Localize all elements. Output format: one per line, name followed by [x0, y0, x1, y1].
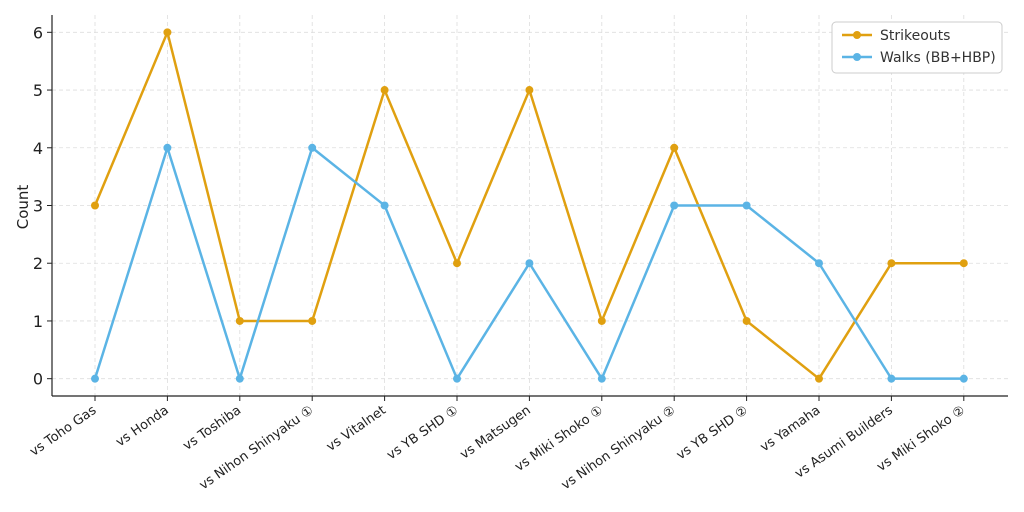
x-tick-label: vs Honda: [113, 403, 171, 450]
legend-box: [831, 21, 1003, 74]
data-point: [959, 374, 968, 383]
data-point: [887, 374, 896, 383]
data-point: [815, 374, 823, 383]
y-tick-label: 2: [33, 254, 43, 273]
x-tick-label: vs Vitalnet: [324, 403, 389, 455]
x-tick-label: vs Matsugen: [458, 403, 534, 463]
data-point: [453, 374, 461, 383]
data-point: [887, 259, 896, 268]
x-tick-label: vs YB SHD ②: [674, 403, 751, 463]
y-ticks: 0 1 2 3 4 5 6: [33, 23, 52, 389]
y-tick-label: 1: [33, 312, 43, 331]
series-layer: [91, 28, 968, 383]
data-point: [308, 143, 317, 152]
data-point: [597, 316, 606, 325]
data-point: [380, 86, 389, 95]
data-point: [670, 143, 679, 152]
legend-marker-walks: [853, 53, 861, 61]
x-tick-label: vs Toshiba: [180, 403, 244, 454]
data-point: [453, 259, 461, 268]
data-point: [308, 316, 317, 325]
y-axis-label: Count: [14, 185, 32, 230]
data-point: [815, 259, 823, 268]
data-point: [597, 374, 606, 383]
data-point: [380, 201, 389, 210]
data-point: [163, 143, 172, 152]
series-1: [91, 143, 968, 383]
legend: Strikeouts Walks (BB+HBP): [831, 21, 1003, 74]
data-point: [525, 86, 534, 95]
x-tick-label: vs YB SHD ①: [384, 403, 461, 463]
data-point: [91, 201, 99, 210]
y-tick-label: 6: [33, 23, 43, 42]
legend-label-walks: Walks (BB+HBP): [880, 50, 996, 66]
data-point: [670, 201, 679, 210]
y-tick-label: 3: [33, 197, 43, 216]
series-0: [91, 28, 968, 383]
legend-marker-strikeouts: [853, 31, 861, 39]
data-point: [163, 28, 172, 37]
data-point: [525, 259, 534, 268]
y-tick-label: 0: [33, 370, 43, 389]
x-tick-label: vs Yamaha: [758, 403, 824, 455]
data-point: [235, 374, 244, 383]
data-point: [742, 316, 751, 325]
data-point: [235, 316, 244, 325]
data-point: [91, 374, 99, 383]
y-tick-label: 4: [33, 139, 43, 158]
y-tick-label: 5: [33, 81, 43, 100]
x-tick-label: vs Toho Gas: [27, 403, 99, 460]
data-point: [959, 259, 968, 268]
legend-label-strikeouts: Strikeouts: [880, 28, 950, 44]
data-point: [742, 201, 751, 210]
